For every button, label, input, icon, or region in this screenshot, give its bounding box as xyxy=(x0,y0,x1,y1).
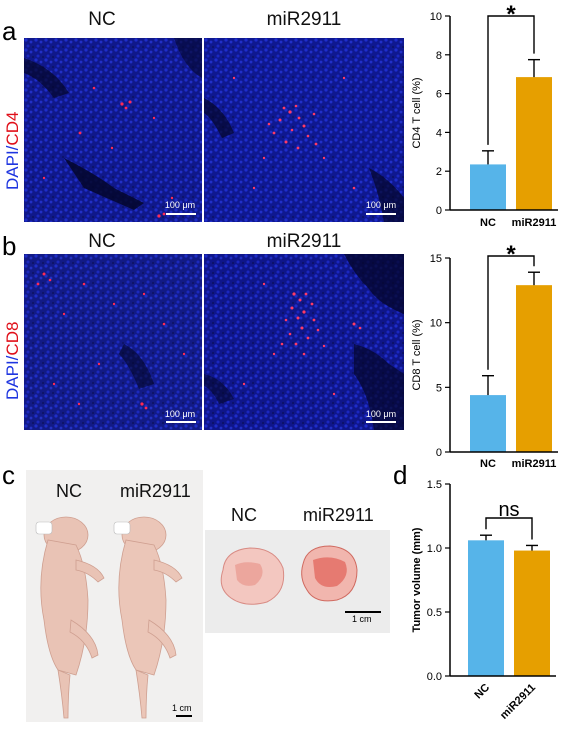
chart-cd8: 0 5 10 15 CD8 T cell (%) NC miR2911 * xyxy=(411,244,558,470)
panel-a-label: a xyxy=(2,16,17,46)
y-tick-label: 0 xyxy=(436,447,442,459)
y-tick-label: 1.5 xyxy=(427,479,442,491)
panel-b-nc-scale-bar xyxy=(166,421,196,423)
bar-miR2911 xyxy=(516,77,552,210)
x-tick-label: NC xyxy=(472,682,492,702)
x-tick-label: NC xyxy=(480,217,496,229)
y-tick-label: 1.0 xyxy=(427,543,442,555)
tumor-scale-text: 1 cm xyxy=(352,614,372,624)
tumor-scale-bar xyxy=(345,611,381,613)
mice-mir-label: miR2911 xyxy=(120,481,191,501)
panel-c-mice-photo: NC miR2911 1 cm xyxy=(26,470,203,722)
significance-bracket xyxy=(487,15,535,145)
y-tick-label: 6 xyxy=(436,89,442,101)
y-axis-label: CD4 T cell (%) xyxy=(411,77,423,148)
significance-label: * xyxy=(506,244,516,268)
panel-d-label: d xyxy=(393,460,408,490)
mice-nc-label: NC xyxy=(56,481,82,501)
panel-c-label: c xyxy=(2,460,15,490)
y-tick-label: 2 xyxy=(436,166,442,178)
x-tick-label: miR2911 xyxy=(512,458,557,470)
panel-a-mir-scale-text: 100 μm xyxy=(365,200,397,210)
significance-label: ns xyxy=(498,499,519,521)
y-tick-label: 0 xyxy=(436,205,442,217)
panel-a-nc-image: 100 μm xyxy=(24,38,202,222)
panel-b-mir-title: miR2911 xyxy=(266,231,342,252)
bar-miR2911 xyxy=(514,550,550,676)
tumor-mir-label: miR2911 xyxy=(303,505,374,525)
tumor-nc-label: NC xyxy=(231,505,257,525)
y-axis-label: CD8 T cell (%) xyxy=(411,319,423,390)
y-tick-label: 10 xyxy=(430,11,442,23)
mice-scale-text: 1 cm xyxy=(172,703,192,713)
x-tick-label: miR2911 xyxy=(512,217,557,229)
panel-b-nc-scale-text: 100 μm xyxy=(164,409,196,419)
significance-label: * xyxy=(506,4,516,28)
panel-b-label: b xyxy=(2,231,17,261)
panel-b-stain-label: DAPI/CD8 xyxy=(3,321,22,400)
y-tick-label: 4 xyxy=(436,127,442,139)
y-tick-label: 10 xyxy=(430,318,442,330)
panel-a-mir-image: 100 μm xyxy=(204,38,404,222)
panel-b-mir-scale-text: 100 μm xyxy=(365,409,397,419)
panel-b-mir-scale-bar xyxy=(366,421,396,423)
bar-miR2911 xyxy=(516,285,552,452)
panel-b-nc-title: NC xyxy=(88,231,116,252)
significance-bracket xyxy=(487,255,535,370)
y-tick-label: 0.5 xyxy=(427,607,442,619)
bar-NC xyxy=(470,164,506,210)
y-tick-label: 5 xyxy=(436,382,442,394)
panel-a-nc-title: NC xyxy=(88,9,116,30)
mouse-nc xyxy=(40,516,105,719)
y-tick-label: 0.0 xyxy=(427,671,442,683)
significance-bracket xyxy=(485,517,533,540)
mice-scale-bar xyxy=(176,715,192,717)
y-tick-label: 8 xyxy=(436,50,442,62)
y-axis-label: Tumor volume (mm) xyxy=(411,527,423,632)
panel-b-nc-image: 100 μm xyxy=(24,254,202,430)
panel-a-stain-label: DAPI/CD4 xyxy=(3,111,22,190)
bar-NC xyxy=(470,395,506,452)
mouse-mir xyxy=(118,516,183,719)
panel-b-mir-image: 100 μm xyxy=(204,254,404,430)
bar-NC xyxy=(468,540,504,676)
panel-c-tumor-photo: NC miR2911 1 cm xyxy=(205,506,390,633)
panel-a-mir-scale-bar xyxy=(366,213,396,215)
panel-a-nc-scale-text: 100 μm xyxy=(164,200,196,210)
panel-a-nc-scale-bar xyxy=(166,213,196,215)
x-tick-label: miR2911 xyxy=(498,682,538,722)
y-tick-label: 15 xyxy=(430,253,442,265)
chart-tumor-volume: 0.0 0.5 1.0 1.5 Tumor volume (mm) NC miR2911 ns xyxy=(411,479,556,722)
chart-cd4: 0 2 4 6 8 10 CD4 T cell (%) NC miR2911 * xyxy=(411,4,558,229)
x-tick-label: NC xyxy=(480,458,496,470)
panel-a-mir-title: miR2911 xyxy=(266,9,342,30)
